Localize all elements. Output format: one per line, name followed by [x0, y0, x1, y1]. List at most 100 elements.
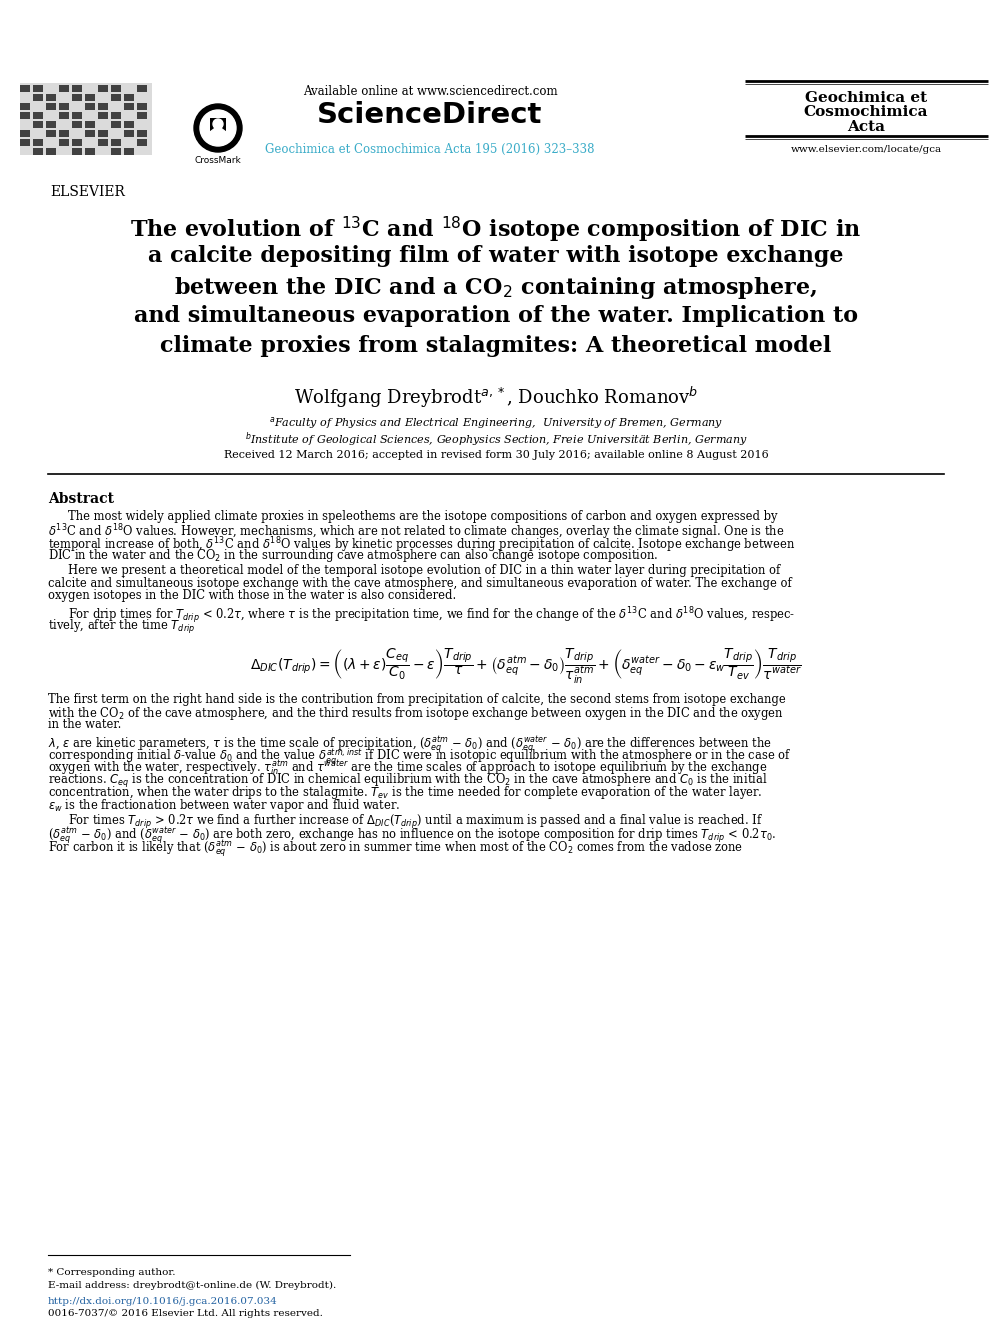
Bar [59, 85, 69, 93]
Text: tively, after the time $T_{drip}$: tively, after the time $T_{drip}$ [48, 618, 195, 636]
Text: www.elsevier.com/locate/gca: www.elsevier.com/locate/gca [791, 146, 941, 153]
Text: $^{a}$Faculty of Physics and Electrical Engineering,  University of Bremen, Germ: $^{a}$Faculty of Physics and Electrical … [269, 415, 723, 431]
Bar [72, 120, 82, 128]
Text: 0016-7037/© 2016 Elsevier Ltd. All rights reserved.: 0016-7037/© 2016 Elsevier Ltd. All right… [48, 1308, 322, 1318]
Bar [85, 148, 95, 155]
Circle shape [213, 119, 223, 130]
Bar [72, 148, 82, 155]
Bar [137, 112, 147, 119]
Bar [98, 103, 108, 110]
Text: and simultaneous evaporation of the water. Implication to: and simultaneous evaporation of the wate… [134, 306, 858, 327]
Text: Received 12 March 2016; accepted in revised form 30 July 2016; available online : Received 12 March 2016; accepted in revi… [223, 450, 769, 460]
Bar [137, 130, 147, 138]
Bar [111, 148, 121, 155]
Text: reactions. $C_{eq}$ is the concentration of DIC in chemical equilibrium with the: reactions. $C_{eq}$ is the concentration… [48, 771, 768, 790]
Bar [20, 103, 30, 110]
Bar [137, 85, 147, 93]
Bar [85, 120, 95, 128]
Text: $^{b}$Institute of Geological Sciences, Geophysics Section, Freie Universität Be: $^{b}$Institute of Geological Sciences, … [245, 430, 747, 448]
Bar [46, 120, 56, 128]
Bar [98, 112, 108, 119]
Text: in the water.: in the water. [48, 717, 121, 730]
Bar [59, 130, 69, 138]
Text: The most widely applied climate proxies in speleothems are the isotope compositi: The most widely applied climate proxies … [68, 509, 778, 523]
Bar [59, 112, 69, 119]
Bar [33, 120, 43, 128]
Text: For carbon it is likely that ($\delta^{atm}_{eq}$ − $\delta_0$) is about zero in: For carbon it is likely that ($\delta^{a… [48, 837, 743, 859]
Text: $\delta^{13}$C and $\delta^{18}$O values. However, mechanisms, which are not rel: $\delta^{13}$C and $\delta^{18}$O values… [48, 523, 785, 542]
Bar [111, 112, 121, 119]
Text: DIC in the water and the CO$_2$ in the surrounding cave atmosphere can also chan: DIC in the water and the CO$_2$ in the s… [48, 548, 659, 565]
Bar [33, 85, 43, 93]
Text: Geochimica et Cosmochimica Acta 195 (2016) 323–338: Geochimica et Cosmochimica Acta 195 (201… [265, 143, 595, 156]
Bar [111, 139, 121, 146]
Bar [46, 130, 56, 138]
Text: temporal increase of both, $\delta^{13}$C and $\delta^{18}$O values by kinetic p: temporal increase of both, $\delta^{13}$… [48, 534, 796, 554]
Bar [111, 94, 121, 101]
Text: For times $T_{drip}$ > 0.2$\tau$ we find a further increase of $\Delta_{DIC}$($T: For times $T_{drip}$ > 0.2$\tau$ we find… [68, 814, 763, 831]
Text: corresponding initial $\delta$-value $\delta_0$ and the value $\delta^{atm,inst}: corresponding initial $\delta$-value $\d… [48, 746, 792, 767]
Bar [59, 139, 69, 146]
Bar [33, 94, 43, 101]
Text: The evolution of $^{13}$C and $^{18}$O isotope composition of DIC in: The evolution of $^{13}$C and $^{18}$O i… [130, 216, 862, 245]
Bar [85, 94, 95, 101]
Text: $\varepsilon_w$ is the fractionation between water vapor and fluid water.: $\varepsilon_w$ is the fractionation bet… [48, 796, 401, 814]
Bar [137, 139, 147, 146]
Text: $\lambda$, $\varepsilon$ are kinetic parameters, $\tau$ is the time scale of pre: $\lambda$, $\varepsilon$ are kinetic par… [48, 734, 772, 755]
Bar [59, 103, 69, 110]
Bar [20, 130, 30, 138]
Text: concentration, when the water drips to the stalagmite. $T_{ev}$ is the time need: concentration, when the water drips to t… [48, 785, 763, 800]
Text: ELSEVIER: ELSEVIER [51, 185, 125, 198]
Bar [46, 103, 56, 110]
Bar [72, 139, 82, 146]
Bar [124, 120, 134, 128]
Bar [124, 94, 134, 101]
Text: a calcite depositing film of water with isotope exchange: a calcite depositing film of water with … [148, 245, 844, 267]
Bar [20, 139, 30, 146]
Text: * Corresponding author.: * Corresponding author. [48, 1267, 176, 1277]
Text: Geochimica et: Geochimica et [805, 91, 928, 105]
Text: ($\delta^{atm}_{eq}$ − $\delta_0$) and ($\delta^{water}_{eq}$ − $\delta_0$) are : ($\delta^{atm}_{eq}$ − $\delta_0$) and (… [48, 826, 776, 847]
Text: with the CO$_2$ of the cave atmosphere, and the third results from isotope excha: with the CO$_2$ of the cave atmosphere, … [48, 705, 784, 722]
Text: http://dx.doi.org/10.1016/j.gca.2016.07.034: http://dx.doi.org/10.1016/j.gca.2016.07.… [48, 1297, 278, 1306]
Bar [20, 112, 30, 119]
Bar [124, 148, 134, 155]
Text: oxygen isotopes in the DIC with those in the water is also considered.: oxygen isotopes in the DIC with those in… [48, 589, 456, 602]
Bar [124, 103, 134, 110]
Bar [20, 85, 30, 93]
Text: Here we present a theoretical model of the temporal isotope evolution of DIC in : Here we present a theoretical model of t… [68, 564, 781, 577]
Text: CrossMark: CrossMark [194, 156, 241, 165]
Bar [98, 85, 108, 93]
FancyBboxPatch shape [20, 83, 152, 155]
Text: climate proxies from stalagmites: A theoretical model: climate proxies from stalagmites: A theo… [161, 335, 831, 357]
Circle shape [200, 110, 236, 146]
Bar [72, 85, 82, 93]
Text: Available online at www.sciencedirect.com: Available online at www.sciencedirect.co… [303, 85, 558, 98]
Bar [111, 85, 121, 93]
Circle shape [194, 105, 242, 152]
Bar [124, 130, 134, 138]
Text: For drip times for $T_{drip}$ < 0.2$\tau$, where $\tau$ is the precipitation tim: For drip times for $T_{drip}$ < 0.2$\tau… [68, 606, 796, 626]
Bar [137, 103, 147, 110]
Text: E-mail address: dreybrodt@t-online.de (W. Dreybrodt).: E-mail address: dreybrodt@t-online.de (W… [48, 1281, 336, 1290]
Bar [85, 130, 95, 138]
Polygon shape [210, 126, 226, 132]
Bar [85, 103, 95, 110]
Text: between the DIC and a CO$_2$ containing atmosphere,: between the DIC and a CO$_2$ containing … [175, 275, 817, 302]
Text: Abstract: Abstract [48, 492, 114, 505]
FancyBboxPatch shape [210, 118, 226, 132]
Bar [46, 148, 56, 155]
Bar [46, 94, 56, 101]
Bar [33, 139, 43, 146]
Bar [72, 112, 82, 119]
Text: $\Delta_{DIC}(T_{drip}) = \left( (\lambda + \varepsilon)\dfrac{C_{eq}}{C_0} - \v: $\Delta_{DIC}(T_{drip}) = \left( (\lambd… [250, 647, 803, 685]
Text: ScienceDirect: ScienceDirect [317, 101, 543, 130]
Bar [33, 148, 43, 155]
Bar [98, 139, 108, 146]
Text: Wolfgang Dreybrodt$^{a,*}$, Douchko Romanov$^{b}$: Wolfgang Dreybrodt$^{a,*}$, Douchko Roma… [294, 385, 698, 410]
Bar [72, 94, 82, 101]
Text: The first term on the right hand side is the contribution from precipitation of : The first term on the right hand side is… [48, 692, 786, 705]
Text: Acta: Acta [847, 120, 885, 134]
Bar [33, 112, 43, 119]
Bar [98, 130, 108, 138]
